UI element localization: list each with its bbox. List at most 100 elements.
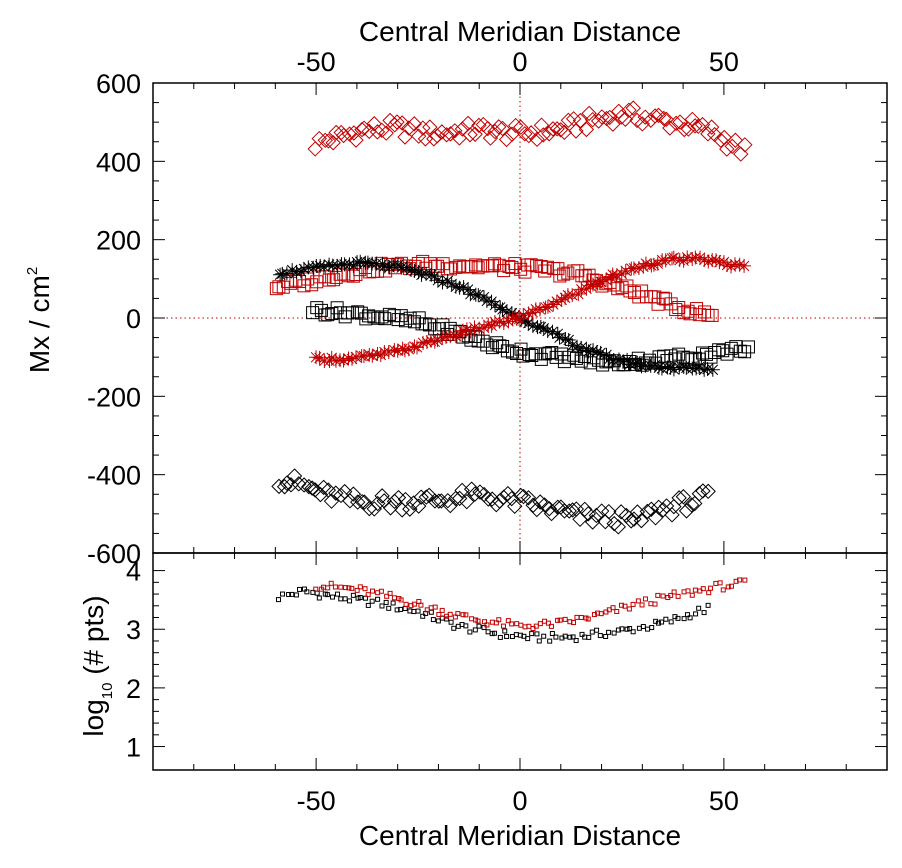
red-small-square-point <box>325 585 331 591</box>
black-asterisk-point <box>476 290 491 305</box>
red-square-point <box>538 264 552 278</box>
black-asterisk-point <box>456 280 471 295</box>
black-diamond-point <box>374 488 390 504</box>
red-diamond-point <box>594 109 610 125</box>
black-square-point <box>542 346 556 360</box>
red-diamond-point <box>535 127 552 143</box>
black-asterisk-point <box>561 332 576 347</box>
black-small-square-point <box>517 632 523 638</box>
black-asterisk-point <box>602 351 617 366</box>
red-diamond-point <box>442 126 459 142</box>
black-small-square-point <box>394 607 400 613</box>
black-small-square-point <box>525 636 531 642</box>
black-square-point <box>724 341 738 355</box>
red-small-square-point <box>585 616 591 622</box>
black-small-square-point <box>275 597 281 603</box>
black-small-square-point <box>280 591 286 597</box>
black-small-square-point <box>383 599 389 605</box>
black-asterisk-point <box>279 266 294 281</box>
red-square-point <box>486 259 500 273</box>
black-asterisk-point <box>399 260 414 275</box>
black-asterisk-point <box>574 340 589 355</box>
red-diamond-point <box>625 100 641 116</box>
bottom-y-axis-title-rest: (# pts) <box>78 595 109 682</box>
black-asterisk-point <box>391 258 406 273</box>
black-asterisk-point <box>504 306 519 321</box>
black-small-square-point <box>476 623 482 629</box>
red-asterisk-point <box>574 282 589 297</box>
red-diamond-point <box>634 116 651 132</box>
red-diamond-point <box>560 112 577 129</box>
black-asterisk-point <box>676 359 691 374</box>
red-diamond-point <box>703 119 720 135</box>
red-diamond-point <box>328 124 344 141</box>
black-square-point <box>729 340 743 354</box>
black-diamond-point <box>279 475 295 491</box>
black-small-square-point <box>379 603 385 609</box>
top-y-tick-label: 200 <box>96 226 141 256</box>
red-small-square-point <box>418 602 424 608</box>
red-small-square-point <box>354 587 360 593</box>
red-small-square-point <box>630 601 636 607</box>
red-asterisk-point <box>309 350 324 365</box>
black-small-square-point <box>329 594 335 600</box>
red-asterisk-point <box>370 346 385 361</box>
red-asterisk-point <box>644 258 659 273</box>
red-asterisk-point <box>481 317 496 332</box>
black-diamond-point <box>647 510 664 526</box>
red-asterisk-point <box>419 335 434 350</box>
black-small-square-point <box>390 600 396 606</box>
black-small-square-point <box>502 628 508 634</box>
red-small-square-point <box>509 621 515 627</box>
black-diamond-point <box>675 489 692 505</box>
red-small-square-point <box>370 588 376 594</box>
red-square-point <box>269 282 283 296</box>
red-diamond-point <box>668 115 684 132</box>
black-asterisk-point <box>419 266 434 281</box>
black-small-square-point <box>659 619 665 625</box>
red-diamond-point <box>325 135 341 151</box>
black-small-square-point <box>386 605 392 611</box>
red-small-square-point <box>463 612 469 618</box>
black-small-square-point <box>573 638 579 644</box>
black-small-square-point <box>497 634 503 640</box>
red-small-square-point <box>338 584 344 590</box>
red-small-square-point <box>598 611 604 617</box>
black-square-point <box>485 341 499 355</box>
red-asterisk-point <box>455 323 470 338</box>
black-small-square-point <box>472 627 478 633</box>
red-diamond-point <box>462 127 478 143</box>
red-asterisk-point <box>492 314 507 329</box>
red-asterisk-point <box>631 260 646 275</box>
black-diamond-point <box>639 503 656 520</box>
black-diamond-point <box>543 505 560 522</box>
black-asterisk-point <box>581 344 596 359</box>
red-asterisk-point <box>720 258 735 273</box>
black-diamond-point <box>584 514 601 530</box>
black-square-point <box>506 345 520 359</box>
black-diamond-point <box>402 501 418 517</box>
red-asterisk-point <box>381 344 396 359</box>
black-asterisk-point <box>440 273 455 288</box>
red-small-square-point <box>614 609 620 615</box>
red-small-square-point <box>717 580 723 586</box>
red-small-square-point <box>505 618 511 624</box>
black-asterisk-point <box>430 273 445 288</box>
red-diamond-point <box>471 117 487 134</box>
red-diamond-point <box>494 120 511 137</box>
red-asterisk-point <box>521 306 536 321</box>
black-small-square-point <box>541 633 547 639</box>
bottom-y-tick-label: 2 <box>126 674 141 704</box>
top-y-tick-label: 600 <box>96 69 141 99</box>
black-diamond-point <box>413 489 429 505</box>
black-asterisk-point <box>448 279 463 294</box>
black-asterisk-point <box>558 332 573 347</box>
black-asterisk-point <box>479 293 494 308</box>
black-diamond-point <box>433 493 450 509</box>
black-diamond-point <box>532 494 548 510</box>
red-square-point <box>648 290 662 304</box>
red-square-point <box>305 278 319 292</box>
red-small-square-point <box>737 577 743 583</box>
red-diamond-point <box>656 110 672 127</box>
